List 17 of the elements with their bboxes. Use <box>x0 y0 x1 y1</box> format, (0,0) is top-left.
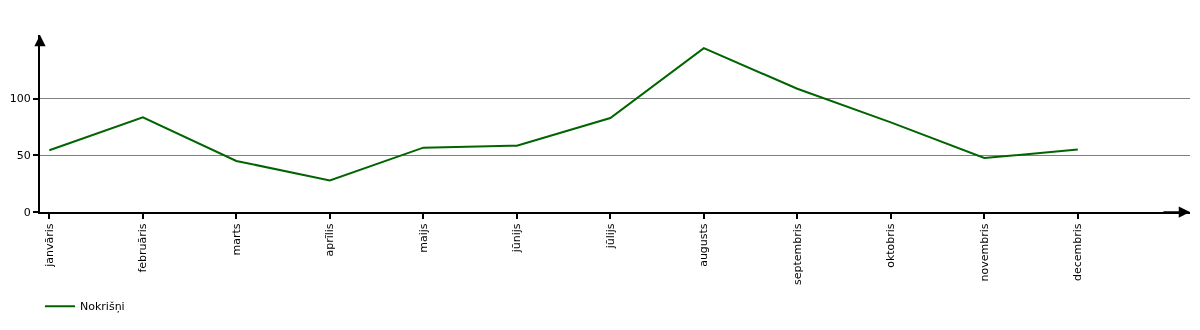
y-tick-label: 0 <box>23 205 31 219</box>
x-tick-label: aprīlis <box>323 223 337 257</box>
x-tick-label: novembris <box>977 223 991 282</box>
x-tick-label: maijs <box>416 223 430 253</box>
x-tick-label: septembris <box>790 223 804 285</box>
x-tick-label: jūlijs <box>603 223 617 250</box>
legend-label: Nokrišņi <box>80 300 125 314</box>
x-tick-label: jūnijs <box>510 223 524 254</box>
x-tick-label: decembris <box>1071 223 1085 281</box>
x-tick-label: februāris <box>136 223 150 273</box>
x-tick-label: janvāris <box>42 223 56 268</box>
x-tick-label: augusts <box>697 223 711 267</box>
y-tick-label: 100 <box>9 92 31 106</box>
x-tick-label: marts <box>229 223 243 256</box>
x-tick-label: oktobris <box>884 223 898 268</box>
y-tick-label: 50 <box>16 149 31 163</box>
line-series <box>48 47 1079 182</box>
